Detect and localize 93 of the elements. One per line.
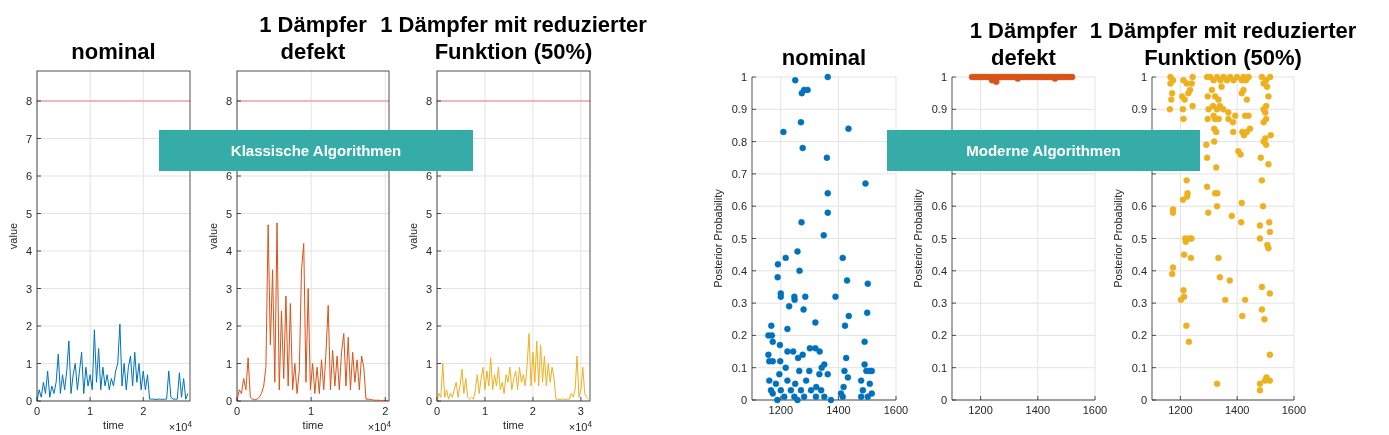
- x-tick-label: 2: [382, 405, 389, 417]
- y-tick-label: 4: [25, 245, 32, 257]
- y-tick-label: 6: [225, 170, 232, 182]
- y-tick-label: 6: [425, 170, 432, 182]
- chart-title: 1 Dämpfer mit reduzierter Funktion (50%): [1089, 18, 1357, 70]
- y-tick-label: 0.3: [731, 297, 747, 310]
- y-tick-label: 0.1: [1131, 361, 1147, 374]
- y-tick-label: 0.1: [731, 361, 747, 374]
- y-tick-label: 0.8: [731, 135, 747, 148]
- y-tick-label: 0.9: [1131, 103, 1147, 116]
- x-tick-label: 0: [33, 405, 41, 417]
- y-tick-label: 0.3: [1131, 297, 1147, 310]
- y-tick-label: 4: [225, 245, 232, 257]
- x-tick-label: 0: [233, 405, 241, 417]
- y-tick-label: 1: [1140, 71, 1147, 83]
- y-tick-label: 2: [225, 320, 232, 332]
- y-tick-label: 0.2: [931, 329, 947, 342]
- y-tick-label: 4: [425, 245, 432, 257]
- x-tick-label: 1400: [1224, 404, 1250, 416]
- y-tick-label: 0.5: [931, 232, 947, 245]
- y-tick-label: 7: [25, 132, 32, 145]
- chart-title: 1 Dämpfer defekt: [259, 12, 368, 64]
- y-tick-label: 0.7: [731, 167, 747, 180]
- y-tick-label: 3: [225, 282, 232, 295]
- y-tick-label: 0.9: [931, 103, 947, 116]
- y-tick-label: 2: [425, 320, 432, 332]
- chart-title: 1 Dämpfer defekt: [969, 18, 1078, 70]
- y-tick-label: 6: [25, 170, 32, 182]
- chart-title: nominal: [781, 45, 867, 70]
- x-tick-label: 3: [577, 405, 584, 417]
- x-tick-label: 1: [308, 405, 315, 417]
- y-tick-label: 5: [225, 207, 232, 220]
- y-tick-label: 2: [25, 320, 32, 332]
- y-tick-label: 0.2: [1131, 329, 1147, 342]
- y-tick-label: 0.4: [1131, 264, 1147, 277]
- text: ×10$^{4}$: [568, 419, 593, 433]
- y-tick-label: 8: [25, 95, 32, 107]
- x-axis-title: time: [103, 419, 124, 431]
- y-axis-title: Posterior Probability: [712, 188, 724, 288]
- x-tick-label: 2: [140, 405, 147, 417]
- x-tick-label: 1200: [968, 404, 993, 416]
- y-tick-label: 3: [25, 282, 32, 295]
- x-axis-title: time: [302, 419, 324, 431]
- y-tick-label: 1: [740, 71, 747, 83]
- y-tick-label: 1: [25, 357, 32, 370]
- x-tick-label: 1600: [883, 404, 909, 416]
- x-tick-label: 1400: [826, 404, 851, 416]
- y-axis-title: value: [7, 222, 19, 250]
- text: ×10$^{4}$: [168, 419, 193, 433]
- y-tick-label: 0: [25, 395, 32, 407]
- y-tick-label: 1: [940, 71, 947, 83]
- y-tick-label: 1: [425, 357, 432, 370]
- y-tick-label: 0.5: [731, 232, 747, 245]
- y-tick-label: 0.4: [931, 264, 947, 277]
- x-axis-title: time: [503, 419, 524, 431]
- y-tick-label: 0.2: [731, 329, 747, 342]
- y-tick-label: 5: [425, 207, 432, 220]
- y-tick-label: 0: [425, 395, 432, 407]
- y-tick-label: 0: [1140, 394, 1147, 406]
- x-tick-label: 0: [433, 405, 441, 417]
- y-tick-label: 0.3: [931, 297, 947, 310]
- y-axis-title: value: [407, 222, 419, 250]
- y-tick-label: 0.6: [1131, 200, 1147, 213]
- x-tick-label: 1600: [1281, 404, 1307, 416]
- y-tick-label: 0: [940, 394, 947, 406]
- y-tick-label: 1: [225, 357, 232, 370]
- y-tick-label: 5: [25, 207, 32, 220]
- y-axis-title: value: [207, 222, 219, 250]
- y-tick-label: 8: [225, 95, 232, 107]
- x-tick-label: 1200: [768, 404, 794, 416]
- text: Klassische Algorithmen: [230, 141, 402, 159]
- x-tick-label: 2: [529, 405, 536, 417]
- y-tick-label: 0: [740, 394, 747, 406]
- x-tick-label: 1: [87, 405, 94, 417]
- chart-title: nominal: [71, 39, 156, 64]
- y-tick-label: 8: [425, 95, 432, 107]
- x-tick-label: 1: [481, 405, 489, 417]
- y-tick-label: 0.6: [931, 200, 947, 213]
- y-axis-title: Posterior Probability: [1112, 188, 1124, 288]
- chart-title: 1 Dämpfer mit reduzierter Funktion (50%): [380, 12, 648, 64]
- y-tick-label: 0.6: [731, 200, 747, 213]
- text: Moderne Algorithmen: [966, 141, 1121, 159]
- x-tick-label: 1400: [1025, 404, 1051, 416]
- y-tick-label: 0.9: [731, 103, 747, 116]
- y-tick-label: 0: [225, 395, 232, 407]
- x-tick-label: 1200: [1168, 404, 1193, 416]
- y-tick-label: 0.4: [731, 264, 747, 277]
- x-tick-label: 1600: [1082, 404, 1108, 416]
- y-tick-label: 0.1: [931, 361, 947, 374]
- y-axis-title: Posterior Probability: [912, 188, 924, 288]
- text: ×10$^{4}$: [367, 419, 392, 433]
- y-tick-label: 3: [425, 282, 432, 295]
- y-tick-label: 0.5: [1131, 232, 1147, 245]
